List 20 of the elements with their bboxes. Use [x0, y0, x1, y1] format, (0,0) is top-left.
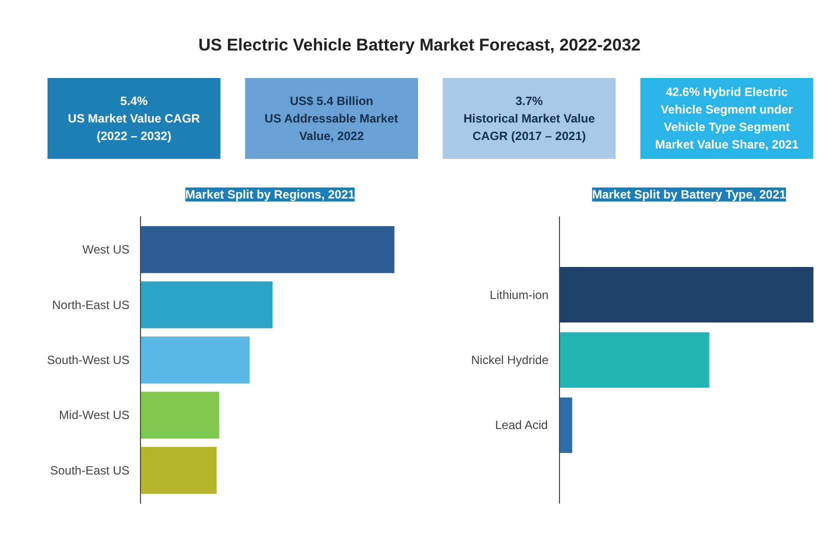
- bar: [140, 281, 273, 328]
- y-tick-label: Lithium-ion: [490, 288, 549, 302]
- chart-title: Market Split by Regions, 2021: [185, 188, 356, 202]
- bar: [140, 336, 250, 384]
- y-tick-label: Lead Acid: [495, 418, 548, 432]
- bar: [140, 392, 220, 439]
- y-tick-label: South-West US: [47, 353, 130, 367]
- y-tick-label: South-East US: [50, 463, 130, 478]
- y-tick-label: Mid-West US: [59, 408, 130, 422]
- text: US Electric Vehicle Battery Market Forecast, 2022-2032: [198, 36, 641, 55]
- bar: [140, 446, 217, 494]
- y-tick-label: West US: [82, 242, 130, 257]
- text: 3.7% Historical Market Value CAGR (2017 – 2021): [463, 94, 596, 143]
- text: US$ 5.4 Billion US Addressable Market Value, 2022: [264, 94, 398, 143]
- text: 42.6% Hybrid Electric Vehicle Segment under Vehicle Type Segment Market Value Share, 2021: [655, 85, 799, 152]
- y-tick-label: North-East US: [52, 298, 130, 312]
- y-tick-label: Nickel Hydride: [471, 353, 549, 367]
- text: 5.4% US Market Value CAGR (2022 – 2032): [68, 94, 200, 143]
- chart-title: Market Split by Battery Type, 2021: [592, 188, 786, 202]
- bar: [140, 226, 394, 274]
